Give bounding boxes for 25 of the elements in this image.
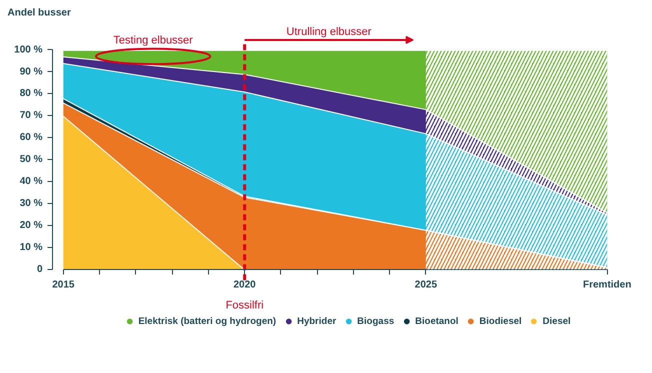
text: Testing elbusser — [113, 34, 194, 47]
x-tick-label: 2020 — [234, 279, 256, 290]
y-axis-title: Andel busser — [8, 8, 71, 18]
y-tick-label: 30 % — [20, 198, 43, 209]
y-tick-label: 70 % — [20, 110, 43, 122]
y-tick-label: 60 % — [20, 132, 43, 144]
y-tick-label: 20 % — [20, 220, 43, 231]
legend-label: Elektrisk (batteri og hydrogen) — [138, 314, 276, 328]
x-tick-label: Fremtiden — [582, 279, 632, 290]
legend-label: Hybrider — [297, 314, 336, 328]
y-tick-label: 100 % — [14, 44, 43, 56]
y-tick-label: 40 % — [20, 176, 43, 187]
legend-label: Biodiesel — [479, 314, 522, 328]
x-tick-label: 2025 — [414, 279, 438, 290]
legend-label: Diesel — [542, 314, 571, 328]
text: Utrulling elbusser — [286, 26, 372, 38]
y-tick-label: 0 — [36, 264, 43, 275]
ref-line-label: Fossilfri — [226, 299, 264, 312]
y-tick-label: 90 % — [20, 66, 43, 78]
x-tick-label: 2015 — [52, 279, 75, 290]
legend-label: Biogass — [357, 314, 394, 328]
legend-label: Bioetanol — [415, 314, 458, 328]
y-tick-label: 10 % — [20, 242, 43, 253]
y-tick-label: 50 % — [20, 154, 43, 166]
y-tick-label: 80 % — [20, 88, 43, 100]
